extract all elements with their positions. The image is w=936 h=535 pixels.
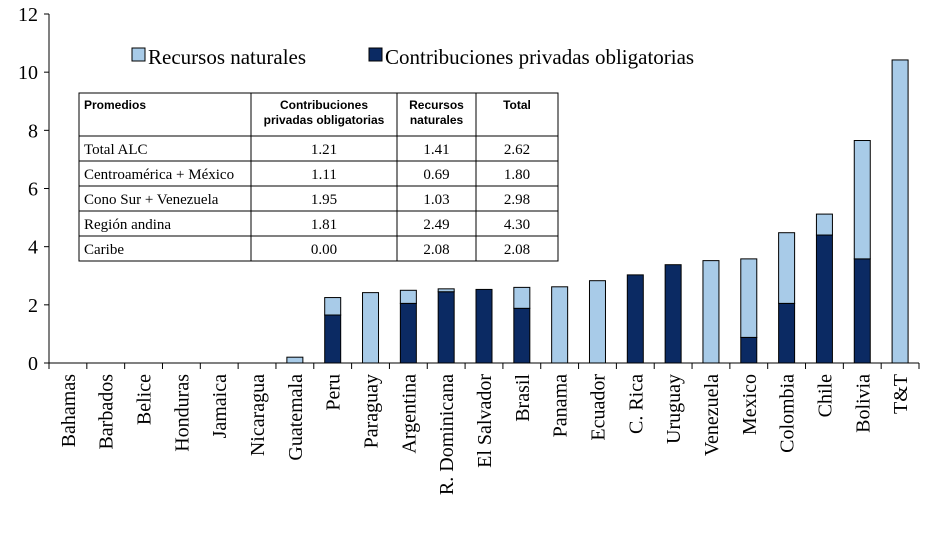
category-label: Honduras [171, 374, 193, 452]
category-label: Bolivia [852, 374, 874, 433]
category-label: Panama [550, 374, 572, 437]
bar-segment [626, 274, 644, 364]
table-cell: 1.80 [504, 167, 530, 183]
table-cell: 2.08 [423, 242, 449, 258]
bar-segment [551, 286, 569, 364]
y-tick-label: 6 [28, 179, 38, 201]
legend-swatch [368, 47, 383, 62]
category-labels: Bahamas Barbados Belice Honduras Jamaica Nica… [58, 374, 912, 496]
table-cell: Centroamérica + México [84, 167, 234, 183]
bars [286, 59, 909, 364]
category-label: Nicaragua [247, 374, 269, 456]
table-cell: 2.62 [504, 142, 530, 158]
bar-segment [740, 258, 758, 338]
table-frame [78, 92, 559, 262]
category-label: Venezuela [701, 374, 723, 456]
category-label: C. Rica [625, 374, 647, 434]
category-label: Brasil [512, 374, 534, 422]
bar-segment [740, 336, 758, 364]
y-tick-label: 2 [28, 295, 38, 317]
y-tick-label: 12 [18, 4, 38, 26]
table-cell: 2.98 [504, 192, 530, 208]
bar-segment [475, 288, 493, 364]
category-label: Colombia [777, 374, 799, 453]
table-cell: Región andina [84, 217, 171, 233]
y-tick-label: 0 [28, 353, 38, 375]
category-label: Ecuador [587, 374, 609, 441]
bar-segment [853, 140, 871, 260]
category-label: Belice [134, 374, 156, 425]
table-header: naturales [410, 113, 464, 127]
category-label: Mexico [739, 374, 761, 435]
table-cell: Caribe [84, 242, 124, 258]
y-tick-label: 10 [18, 62, 38, 84]
category-label: Bahamas [58, 374, 80, 448]
bar-segment [778, 232, 796, 304]
table-header: privadas obligatorias [264, 113, 385, 127]
bar-segment [437, 291, 455, 364]
category-label: Barbados [96, 374, 118, 450]
y-tick-label: 8 [28, 120, 38, 142]
table-cell: 2.08 [504, 242, 530, 258]
bar-segment [399, 289, 417, 304]
bar-segment [437, 288, 455, 293]
bar-segment [513, 307, 531, 364]
legend: Recursos naturales Contribuciones privada… [131, 45, 694, 69]
category-label: Chile [814, 374, 836, 417]
legend-swatch [131, 47, 146, 62]
table-cell: 1.03 [423, 192, 449, 208]
category-label: R. Dominicana [436, 374, 458, 495]
bar-segment [286, 356, 304, 364]
bar-segment [702, 260, 720, 364]
category-label: Paraguay [361, 374, 383, 448]
table-header: Contribuciones [280, 98, 368, 112]
bar-segment [778, 302, 796, 364]
category-label: Guatemala [285, 374, 307, 461]
bar-segment [891, 59, 909, 364]
category-label: Peru [323, 374, 345, 411]
bar-segment [513, 286, 531, 309]
table-cell: 0.00 [311, 242, 337, 258]
bar-segment [664, 264, 682, 364]
legend-label: Contribuciones privadas obligatorias [385, 45, 694, 69]
bar-segment [324, 314, 342, 364]
table-header: Promedios [84, 98, 146, 112]
table-header: Recursos [409, 98, 464, 112]
bar-segment [399, 302, 417, 364]
category-label: T&T [890, 374, 912, 414]
category-label: El Salvador [474, 374, 496, 468]
bar-segment [588, 280, 606, 364]
category-label: Jamaica [209, 374, 231, 439]
axes: 0 2 4 6 8 10 12 [18, 4, 920, 375]
table-header: Total [503, 98, 531, 112]
table-cell: 4.30 [504, 217, 530, 233]
bar-segment [815, 213, 833, 236]
bar-segment [324, 297, 342, 316]
bar-segment [362, 292, 380, 364]
category-label: Argentina [398, 374, 420, 454]
bar-segment [815, 234, 833, 364]
bar-segment [853, 258, 871, 364]
category-label: Uruguay [663, 374, 685, 444]
table-cell: 2.49 [423, 217, 449, 233]
table-cell: 1.21 [311, 142, 337, 158]
table-cell: Cono Sur + Venezuela [84, 192, 219, 208]
table-cell: 1.81 [311, 217, 337, 233]
table-cell: Total ALC [84, 142, 148, 158]
table-cell: 1.41 [423, 142, 449, 158]
y-tick-label: 4 [28, 237, 38, 259]
table-cell: 0.69 [423, 167, 449, 183]
table-cell: 1.11 [311, 167, 337, 183]
legend-label: Recursos naturales [148, 45, 306, 69]
table-cell: 1.95 [311, 192, 337, 208]
